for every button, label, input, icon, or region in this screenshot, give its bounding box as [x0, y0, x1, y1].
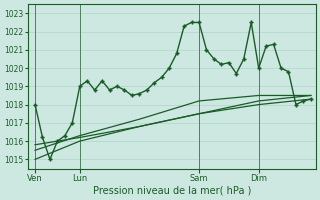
X-axis label: Pression niveau de la mer( hPa ): Pression niveau de la mer( hPa ): [92, 186, 251, 196]
